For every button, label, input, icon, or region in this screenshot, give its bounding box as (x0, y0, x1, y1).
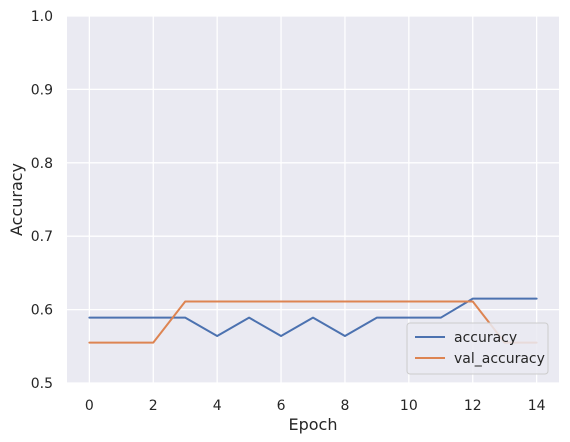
x-tick-label: 0 (85, 398, 94, 414)
x-tick-label: 2 (149, 398, 158, 414)
grid-lines (67, 15, 559, 384)
x-axis-label: Epoch (289, 415, 338, 434)
x-tick-label: 6 (277, 398, 286, 414)
x-tick-label: 4 (213, 398, 222, 414)
legend: accuracy val_accuracy (406, 322, 549, 375)
plot-background (67, 16, 559, 383)
y-tick-label: 0.7 (31, 229, 53, 245)
y-tick-label: 1.0 (31, 9, 53, 25)
y-axis-label: Accuracy (7, 163, 26, 236)
x-tick-label: 8 (340, 398, 349, 414)
legend-label: accuracy (454, 330, 517, 346)
y-tick-label: 0.5 (31, 376, 53, 392)
x-tick-label: 10 (400, 398, 418, 414)
y-axis-ticks: 0.5 0.6 0.7 0.8 0.9 1.0 (31, 9, 53, 392)
x-axis-ticks: 0 2 4 6 8 10 12 14 (85, 398, 546, 414)
y-tick-label: 0.8 (31, 156, 53, 172)
y-tick-label: 0.9 (31, 82, 53, 98)
series-lines (88, 297, 538, 344)
legend-box (406, 322, 549, 375)
x-tick-label: 14 (528, 398, 546, 414)
series-line-accuracy (88, 297, 538, 338)
x-tick-label: 12 (464, 398, 482, 414)
series-line-val-accuracy (88, 300, 538, 344)
y-tick-label: 0.6 (31, 303, 53, 319)
legend-label: val_accuracy (454, 351, 545, 367)
